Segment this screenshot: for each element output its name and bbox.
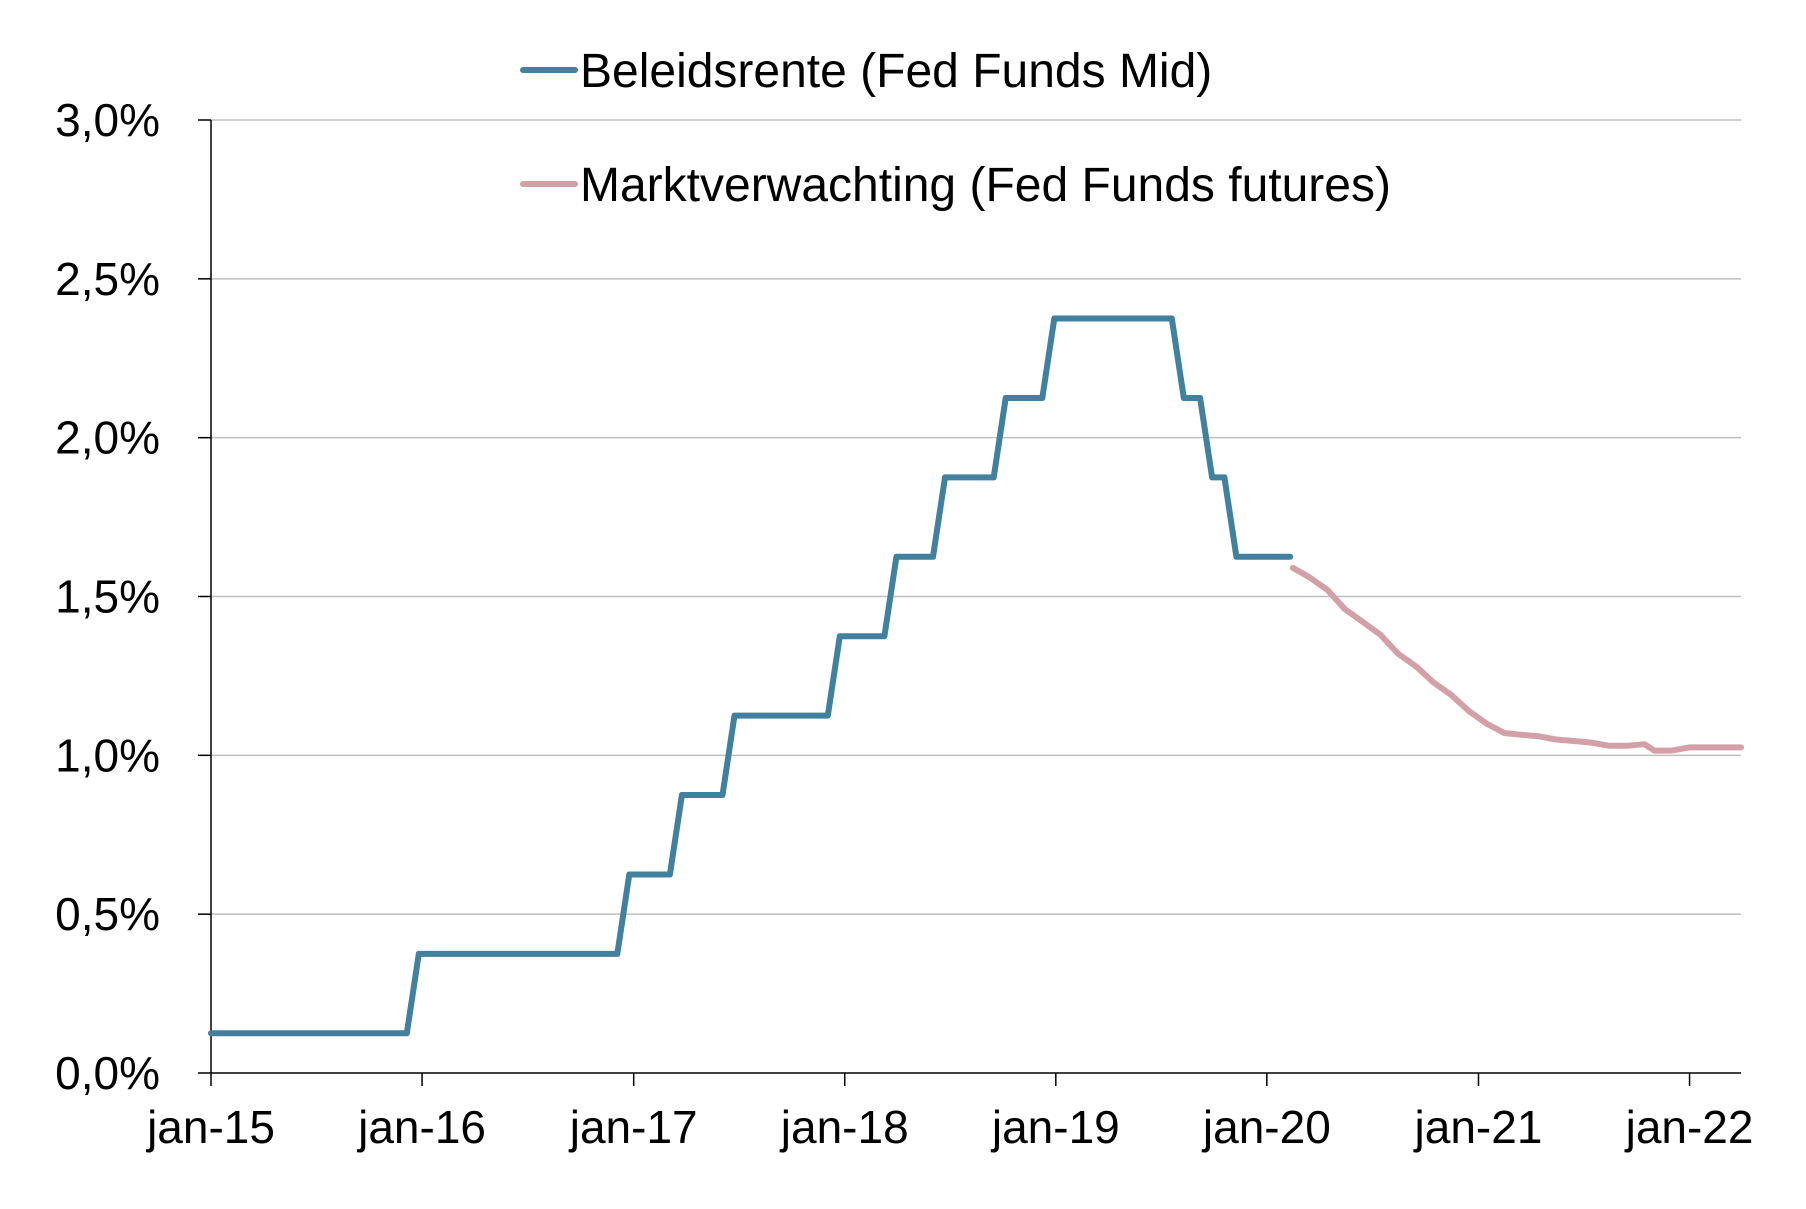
- x-tick-label: jan-15: [145, 1101, 275, 1153]
- y-tick-label: 1,5%: [55, 571, 160, 623]
- series-line-1: [1289, 564, 1744, 754]
- x-tick-label: jan-18: [779, 1101, 909, 1153]
- series-line-0: [208, 315, 1294, 1037]
- y-tick-label: 3,0%: [55, 94, 160, 146]
- x-tick-label: jan-17: [568, 1101, 698, 1153]
- x-tick-label: jan-20: [1201, 1101, 1331, 1153]
- x-tick-label: jan-19: [990, 1101, 1120, 1153]
- gridlines: [211, 119, 1741, 915]
- y-tick-label: 0,5%: [55, 888, 160, 940]
- x-tick-label: jan-21: [1413, 1101, 1543, 1153]
- x-axis-ticks: jan-15 jan-16 jan-17 jan-18 jan-19 jan-20 jan-…: [145, 1073, 1753, 1153]
- y-tick-label: 2,5%: [55, 253, 160, 305]
- legend: Beleidsrente (Fed Funds Mid) Marktverwac…: [520, 45, 1391, 212]
- y-tick-label: 1,0%: [55, 729, 160, 781]
- x-tick-label: jan-16: [356, 1101, 486, 1153]
- legend-label-marktverwachting: Marktverwachting (Fed Funds futures): [580, 159, 1391, 212]
- y-axis-ticks: 0,0% 0,5% 1,0% 1,5% 2,0% 2,5% 3,0%: [55, 94, 211, 1099]
- y-tick-label: 0,0%: [55, 1047, 160, 1099]
- legend-label-beleidsrente: Beleidsrente (Fed Funds Mid): [580, 45, 1212, 98]
- x-tick-label: jan-22: [1624, 1101, 1754, 1153]
- y-tick-label: 2,0%: [55, 412, 160, 464]
- series-lines: [208, 315, 1744, 1037]
